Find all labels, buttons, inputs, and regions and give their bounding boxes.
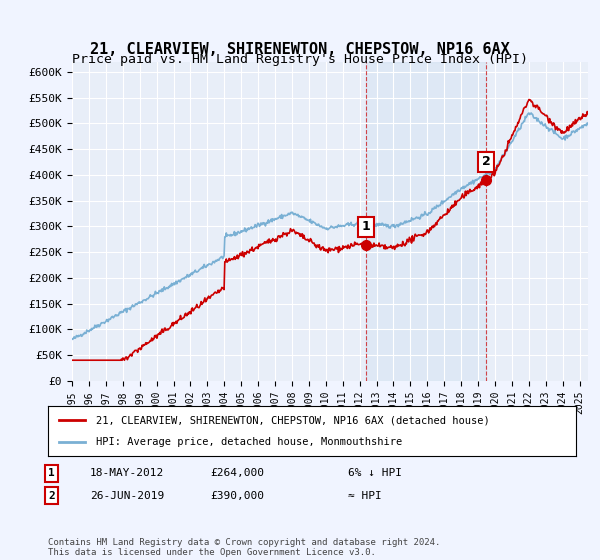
Text: £390,000: £390,000 bbox=[210, 491, 264, 501]
Text: 1: 1 bbox=[48, 468, 55, 478]
Text: HPI: Average price, detached house, Monmouthshire: HPI: Average price, detached house, Monm… bbox=[95, 437, 402, 447]
Text: 1: 1 bbox=[362, 221, 370, 234]
Bar bbox=[366, 62, 487, 381]
Text: Contains HM Land Registry data © Crown copyright and database right 2024.
This d: Contains HM Land Registry data © Crown c… bbox=[48, 538, 440, 557]
Text: 2: 2 bbox=[482, 156, 491, 169]
Text: 26-JUN-2019: 26-JUN-2019 bbox=[90, 491, 164, 501]
Text: Price paid vs. HM Land Registry's House Price Index (HPI): Price paid vs. HM Land Registry's House … bbox=[72, 53, 528, 66]
Text: 2: 2 bbox=[48, 491, 55, 501]
Text: 21, CLEARVIEW, SHIRENEWTON, CHEPSTOW, NP16 6AX: 21, CLEARVIEW, SHIRENEWTON, CHEPSTOW, NP… bbox=[90, 42, 510, 57]
Text: 21, CLEARVIEW, SHIRENEWTON, CHEPSTOW, NP16 6AX (detached house): 21, CLEARVIEW, SHIRENEWTON, CHEPSTOW, NP… bbox=[95, 415, 489, 425]
Text: ≈ HPI: ≈ HPI bbox=[348, 491, 382, 501]
Text: £264,000: £264,000 bbox=[210, 468, 264, 478]
Text: 18-MAY-2012: 18-MAY-2012 bbox=[90, 468, 164, 478]
Text: 6% ↓ HPI: 6% ↓ HPI bbox=[348, 468, 402, 478]
